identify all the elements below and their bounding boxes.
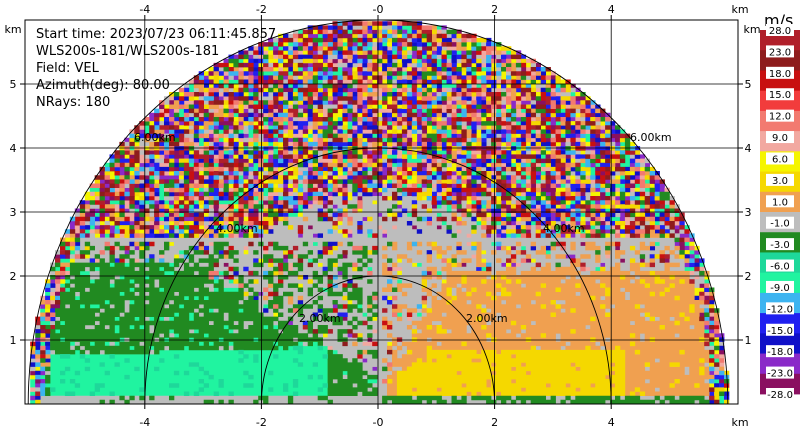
- colorbar-label-16: -23.0: [767, 369, 793, 380]
- velocity-cells-9: [30, 21, 730, 404]
- colorbar-label-bg-10: [766, 238, 794, 251]
- range-ring-4km: [144, 147, 612, 404]
- x-tick-label-bottom-1: -2: [256, 416, 267, 429]
- range-rings: [27, 20, 729, 404]
- colorbar-label-bg-16: [766, 366, 794, 379]
- y-tick-label-left-1: 2: [10, 270, 17, 283]
- x-tick-label-top-0: -4: [139, 3, 150, 16]
- y-tick-label-left-2: 3: [10, 206, 17, 219]
- range-labels: 2.00km 2.00km 4.00km 4.00km 6.00km 6.00k…: [134, 131, 672, 325]
- colorbar-label-8: 1.0: [772, 197, 788, 208]
- colorbar-label-7: 3.0: [772, 176, 788, 187]
- start-time-text: Start time: 2023/07/23 06:11:45.857: [36, 27, 276, 42]
- y-unit-label-right: km: [743, 23, 760, 36]
- range-label-6km-right: 6.00km: [630, 131, 672, 144]
- colorbar-label-bg-13: [766, 302, 794, 315]
- field-text: Field: VEL: [36, 61, 100, 76]
- colorbar-label-bg-17: [766, 388, 794, 400]
- colorbar-label-12: -9.0: [770, 283, 790, 294]
- colorbar-label-bg-9: [766, 216, 794, 229]
- y-tick-label-right-1: 2: [745, 270, 752, 283]
- colorbar-label-bg-8: [766, 195, 794, 208]
- colorbar-labels: 28.0 23.0 18.0 15.0 12.0 9.0 6.0 3.0 1.0 -1.0 -3.0…: [766, 24, 794, 401]
- velocity-cells-5: [30, 25, 725, 404]
- x-tick-label-top-1: -2: [256, 3, 267, 16]
- y-tick-label-right-2: 3: [745, 206, 752, 219]
- x-tick-label-top-4: 4: [608, 3, 615, 16]
- colorbar-label-15: -18.0: [767, 347, 793, 358]
- colorbar-label-bg-1: [766, 45, 794, 58]
- colorbar-label-bg-7: [766, 173, 794, 186]
- range-label-4km-left: 4.00km: [216, 222, 258, 235]
- x-tick-label-bottom-2: -0: [373, 416, 384, 429]
- y-tick-label-right-0: 1: [745, 334, 752, 347]
- colorbar-label-bg-5: [766, 131, 794, 144]
- x-tick-label-bottom-0: -4: [139, 416, 150, 429]
- colorbar-label-14: -15.0: [767, 326, 793, 337]
- colorbar-label-bg-2: [766, 66, 794, 79]
- colorbar-label-10: -3.0: [770, 240, 790, 251]
- velocity-cells-11: [35, 21, 715, 401]
- x-tick-label-top-2: -0: [373, 3, 384, 16]
- colorbar-label-3: 15.0: [769, 90, 791, 101]
- colorbar-label-17: -28.0: [767, 390, 793, 401]
- colorbar-label-bg-11: [766, 259, 794, 272]
- colorbar-label-6: 6.0: [772, 154, 788, 165]
- range-label-4km-right: 4.00km: [543, 222, 585, 235]
- colorbar-label-11: -6.0: [770, 262, 790, 273]
- range-ring-6km: [27, 20, 729, 404]
- axis-ticks: -4 -4 -2 -2 -0 -0 2 2 4 4 km km 1 1 2 2 3 3 4 4 5 5 km km: [4, 3, 760, 429]
- velocity-cells-13: [35, 29, 730, 404]
- range-ring-2km: [260, 275, 496, 404]
- y-tick-label-right-4: 5: [745, 78, 752, 91]
- instrument-text: WLS200s-181/WLS200s-181: [36, 44, 219, 59]
- range-label-2km-left: 2.00km: [299, 312, 341, 325]
- colorbar-label-9: -1.0: [770, 219, 790, 230]
- colorbar-blocks: [760, 30, 800, 395]
- y-tick-label-left-4: 5: [10, 78, 17, 91]
- range-label-6km-left: 6.00km: [134, 131, 176, 144]
- y-tick-label-right-3: 4: [745, 142, 752, 155]
- range-label-2km-right: 2.00km: [466, 312, 508, 325]
- nrays-text: NRays: 180: [36, 95, 110, 110]
- colorbar-label-bg-15: [766, 345, 794, 358]
- x-unit-label-top: km: [731, 3, 748, 16]
- y-tick-label-left-0: 1: [10, 334, 17, 347]
- colorbar-label-4: 12.0: [769, 112, 791, 123]
- x-tick-label-top-3: 2: [491, 3, 498, 16]
- colorbar-label-13: -12.0: [767, 304, 793, 315]
- colorbar-label-bg-12: [766, 280, 794, 293]
- velocity-cells-7: [30, 25, 730, 401]
- colorbar-label-5: 9.0: [772, 133, 788, 144]
- info-block: Start time: 2023/07/23 06:11:45.857 WLS2…: [36, 27, 276, 110]
- colorbar-label-1: 23.0: [769, 47, 791, 58]
- velocity-field: [30, 21, 730, 404]
- colorbar-label-bg-4: [766, 109, 794, 122]
- x-tick-label-bottom-3: 2: [491, 416, 498, 429]
- azimuth-text: Azimuth(deg): 80.00: [36, 78, 170, 93]
- y-tick-label-left-3: 4: [10, 142, 17, 155]
- velocity-cells-10: [30, 21, 730, 388]
- colorbar-label-bg-3: [766, 88, 794, 101]
- y-unit-label-left: km: [4, 23, 21, 36]
- colorbar-label-bg-14: [766, 323, 794, 336]
- colorbar-label-0: 28.0: [769, 26, 791, 37]
- colorbar: m/s 28.023.018.015.012.09.06.03.01.0-1.0…: [760, 11, 800, 401]
- colorbar-label-bg-6: [766, 152, 794, 165]
- velocity-cells-16: [50, 345, 328, 397]
- x-unit-label-bottom: km: [731, 416, 748, 429]
- colorbar-label-bg-0: [766, 24, 794, 36]
- colorbar-label-2: 18.0: [769, 69, 791, 80]
- x-tick-label-bottom-4: 4: [608, 416, 615, 429]
